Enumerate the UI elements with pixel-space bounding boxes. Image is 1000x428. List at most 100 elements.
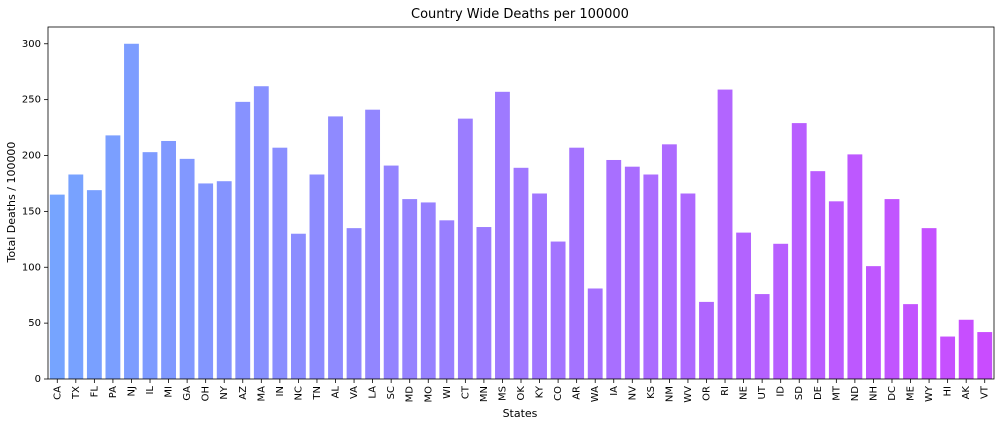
x-tick-label: UT (757, 385, 768, 399)
x-tick-label: DE (813, 386, 824, 400)
x-tick-label: IA (609, 386, 620, 396)
x-tick-label: TX (71, 386, 82, 400)
bar-id (773, 243, 789, 379)
x-tick-label: GA (182, 386, 193, 401)
bar-sc (383, 165, 399, 379)
x-tick-label: MN (479, 386, 490, 402)
x-tick-label: NJ (126, 386, 137, 396)
x-tick-label: OK (516, 386, 527, 401)
bar-co (550, 241, 566, 379)
x-tick-label: LA (368, 386, 379, 399)
bar-ky (532, 193, 547, 379)
y-axis-ticks: 0 50 100 150 200 250 300 (22, 39, 48, 385)
bar-mi (161, 140, 176, 379)
bar-ar (569, 147, 585, 379)
y-tick-label: 0 (35, 374, 41, 385)
bar-nh (866, 266, 881, 379)
x-tick-label: VA (349, 386, 360, 399)
bar-wa (587, 288, 603, 379)
y-tick-label: 100 (22, 262, 41, 273)
x-tick-label: MS (497, 386, 508, 401)
bar-dc (884, 199, 900, 379)
bar-ks (643, 174, 659, 379)
y-tick-label: 150 (22, 206, 41, 217)
bar-sd (791, 123, 807, 379)
bar-ny (216, 181, 232, 379)
x-tick-label: IL (145, 386, 156, 395)
bar-wv (680, 193, 696, 379)
x-tick-label: MA (256, 386, 267, 402)
bar-nm (661, 144, 677, 379)
y-tick-label: 200 (22, 151, 41, 162)
x-tick-label: NY (219, 385, 230, 399)
x-tick-label: WI (442, 386, 453, 399)
bar-va (346, 228, 362, 379)
x-tick-label: RI (720, 386, 731, 396)
x-tick-label: VT (980, 385, 991, 399)
x-tick-label: OH (201, 386, 212, 401)
x-tick-label: MI (164, 386, 175, 398)
x-tick-label: OR (701, 386, 712, 401)
x-tick-label: NV (627, 386, 638, 400)
bar-de (810, 171, 826, 379)
bar-wi (439, 220, 455, 379)
y-tick-label: 250 (22, 95, 41, 106)
bar-ne (736, 232, 752, 379)
x-tick-label: MD (405, 386, 416, 403)
x-tick-label: FL (89, 386, 100, 398)
x-tick-label: KY (535, 385, 546, 398)
y-tick-label: 50 (28, 318, 41, 329)
bar-me (903, 304, 918, 379)
x-tick-label: CO (553, 386, 564, 401)
chart-title: Country Wide Deaths per 100000 (411, 7, 629, 22)
bar-or (699, 301, 714, 379)
bar-ia (606, 159, 622, 379)
x-tick-label: NH (868, 386, 879, 401)
x-tick-label: ND (850, 386, 861, 401)
x-tick-label: AL (331, 386, 342, 399)
bar-nv (624, 166, 640, 379)
x-axis-ticks: CA TX FL PA NJ IL MI GA OH NY AZ MA IN NC TN AL VA LA SC MD… (52, 379, 991, 403)
bar-pa (105, 135, 121, 379)
bar-tx (68, 174, 84, 379)
bar-vt (977, 332, 993, 379)
bar-ms (495, 91, 510, 379)
x-tick-label: NE (739, 386, 750, 400)
bar-wy (921, 228, 937, 379)
bar-ca (49, 194, 65, 379)
bar-al (328, 116, 343, 380)
bar-ok (513, 167, 529, 379)
bar-tn (309, 174, 325, 379)
bar-az (235, 101, 251, 380)
x-axis-label: States (503, 407, 538, 420)
x-tick-label: KS (646, 386, 657, 399)
bar-md (402, 199, 418, 379)
x-tick-label: AK (961, 386, 972, 400)
bar-mt (828, 201, 844, 379)
bar-ut (754, 294, 770, 379)
x-tick-label: AR (572, 386, 583, 400)
y-tick-label: 300 (22, 39, 41, 50)
bar-nj (124, 43, 139, 379)
bar-ga (179, 158, 195, 379)
x-tick-label: SC (386, 386, 397, 399)
x-tick-label: NM (664, 386, 675, 402)
x-tick-label: WY (924, 385, 935, 402)
x-tick-label: CT (460, 385, 471, 399)
x-tick-label: WA (590, 386, 601, 402)
bar-ct (457, 118, 473, 379)
x-tick-label: NC (293, 386, 304, 400)
x-tick-label: PA (108, 386, 119, 398)
bar-in (272, 147, 288, 379)
bar-oh (198, 183, 214, 379)
bar-fl (86, 190, 102, 379)
x-tick-label: CA (52, 386, 63, 400)
bar-nc (290, 233, 306, 379)
bar-nd (847, 154, 863, 379)
bar-ma (253, 86, 269, 379)
bar-il (142, 152, 158, 379)
x-tick-label: SD (794, 386, 805, 400)
y-axis-label: Total Deaths / 100000 (5, 142, 18, 264)
